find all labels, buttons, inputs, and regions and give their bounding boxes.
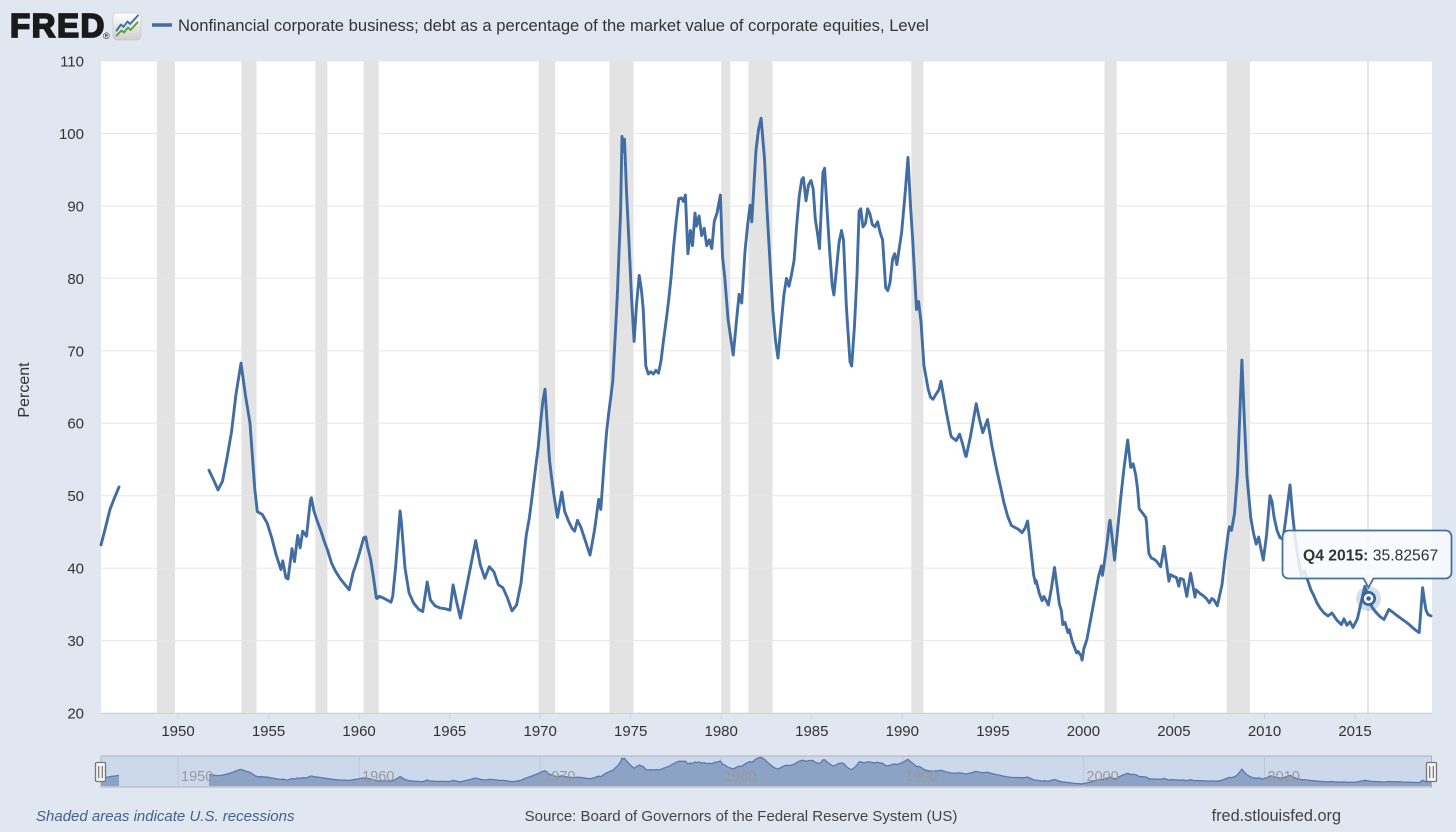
- svg-text:1980: 1980: [705, 723, 738, 740]
- svg-text:70: 70: [67, 343, 84, 360]
- svg-text:80: 80: [67, 271, 84, 288]
- svg-text:1990: 1990: [886, 723, 919, 740]
- svg-text:110: 110: [60, 54, 84, 71]
- svg-text:1975: 1975: [614, 723, 647, 740]
- svg-text:2000: 2000: [1086, 769, 1118, 785]
- svg-text:2015: 2015: [1338, 723, 1371, 740]
- svg-text:1990: 1990: [905, 769, 937, 785]
- svg-text:20: 20: [67, 706, 84, 723]
- svg-text:1960: 1960: [342, 723, 375, 740]
- svg-text:1950: 1950: [181, 769, 213, 785]
- svg-text:2005: 2005: [1157, 723, 1190, 740]
- svg-text:fred.stlouisfed.org: fred.stlouisfed.org: [1212, 807, 1341, 825]
- svg-text:90: 90: [67, 198, 84, 215]
- svg-text:30: 30: [67, 633, 84, 650]
- svg-text:2010: 2010: [1248, 723, 1281, 740]
- svg-text:1970: 1970: [543, 769, 575, 785]
- svg-text:100: 100: [59, 126, 84, 143]
- svg-text:1965: 1965: [433, 723, 466, 740]
- svg-text:Percent: Percent: [16, 362, 33, 418]
- svg-text:1995: 1995: [976, 723, 1009, 740]
- svg-text:2010: 2010: [1268, 769, 1300, 785]
- svg-text:Q4 2015: 35.82567: Q4 2015: 35.82567: [1303, 548, 1438, 565]
- svg-text:1980: 1980: [724, 769, 756, 785]
- svg-text:Nonfinancial corporate busines: Nonfinancial corporate business; debt as…: [178, 16, 929, 35]
- svg-text:Shaded areas indicate U.S. rec: Shaded areas indicate U.S. recessions: [36, 808, 295, 825]
- svg-text:1960: 1960: [362, 769, 394, 785]
- svg-text:2000: 2000: [1067, 723, 1100, 740]
- svg-text:®: ®: [103, 31, 110, 41]
- svg-text:1985: 1985: [795, 723, 828, 740]
- svg-text:1950: 1950: [161, 723, 194, 740]
- svg-text:50: 50: [67, 488, 84, 505]
- svg-text:Source: Board of Governors of: Source: Board of Governors of the Federa…: [525, 808, 958, 825]
- svg-text:1955: 1955: [252, 723, 285, 740]
- svg-text:40: 40: [67, 561, 84, 578]
- svg-text:60: 60: [67, 416, 84, 433]
- svg-text:1970: 1970: [524, 723, 557, 740]
- svg-text:FRED: FRED: [10, 7, 106, 44]
